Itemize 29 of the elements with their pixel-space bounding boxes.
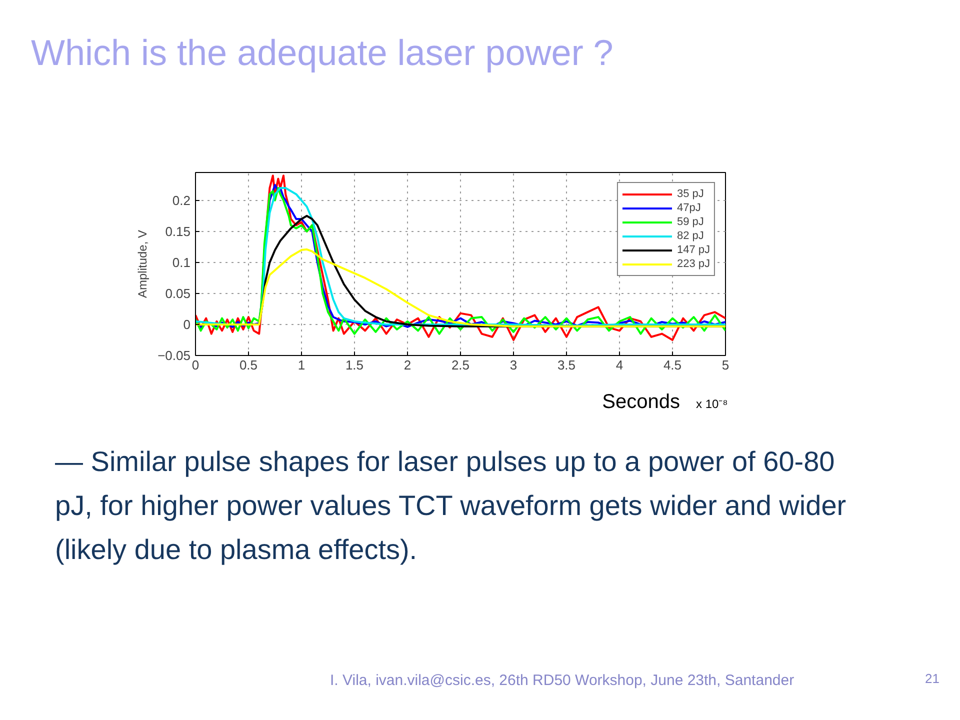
text: — Similar pulse shapes for laser pulses up to a power of 60-80 pJ, for higher power values TCT waveform gets wider and wider (likely due to plasma effects).: [55, 445, 848, 567]
legend-label: 47pJ: [676, 201, 701, 215]
x-tick-label: 0.5: [239, 358, 258, 372]
y-tick-label: 0: [183, 316, 191, 332]
x-tick-label: 4: [616, 358, 624, 372]
x-tick-label: 3.5: [557, 358, 576, 372]
legend-label: 223 pJ: [676, 257, 710, 271]
x-tick-label: 2: [404, 358, 412, 372]
legend-label: 35 pJ: [676, 187, 704, 201]
x-tick-label: 4.5: [663, 358, 682, 372]
text: x 10⁻⁸: [696, 396, 728, 413]
text: 21: [925, 670, 940, 688]
text: I. Vila, ivan.vila@csic.es, 26th RD50 Workshop, June 23th, Santander: [330, 671, 794, 691]
y-tick-label: 0.1: [172, 254, 191, 270]
x-tick-label: 2.5: [451, 358, 470, 372]
legend-label: 59 pJ: [676, 215, 704, 229]
x-tick-label: 1.5: [345, 358, 364, 372]
y-axis-title: Amplitude, V: [136, 230, 150, 298]
legend-label: 147 pJ: [676, 243, 710, 257]
chart-title: Which is the adequate laser power ?: [31, 31, 614, 75]
x-tick-label: 5: [722, 358, 730, 372]
x-axis-title: Seconds: [602, 390, 680, 415]
y-tick-label: −0.05: [158, 348, 191, 363]
x-tick-label: 1: [298, 358, 306, 372]
y-tick-label: 0.05: [165, 286, 191, 301]
y-tick-label: 0.2: [172, 192, 191, 208]
y-tick-label: 0.15: [165, 224, 191, 239]
legend-label: 82 pJ: [676, 229, 704, 243]
x-tick-label: 3: [510, 358, 518, 372]
